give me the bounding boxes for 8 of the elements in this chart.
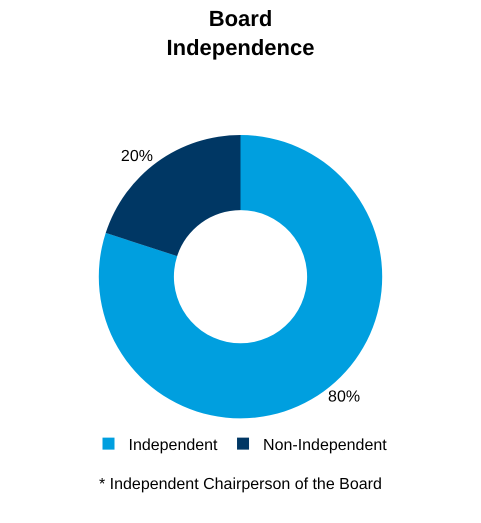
chart-title: Board Independence — [166, 6, 314, 60]
legend-label: Independent — [128, 436, 218, 454]
donut-slice — [106, 134, 240, 256]
legend-label: Non-Independent — [263, 436, 388, 454]
data-label: 80% — [328, 388, 360, 406]
donut-slice — [99, 134, 382, 418]
text: * Independent Chairperson of the Board — [99, 476, 382, 493]
data-label: 20% — [120, 148, 153, 165]
